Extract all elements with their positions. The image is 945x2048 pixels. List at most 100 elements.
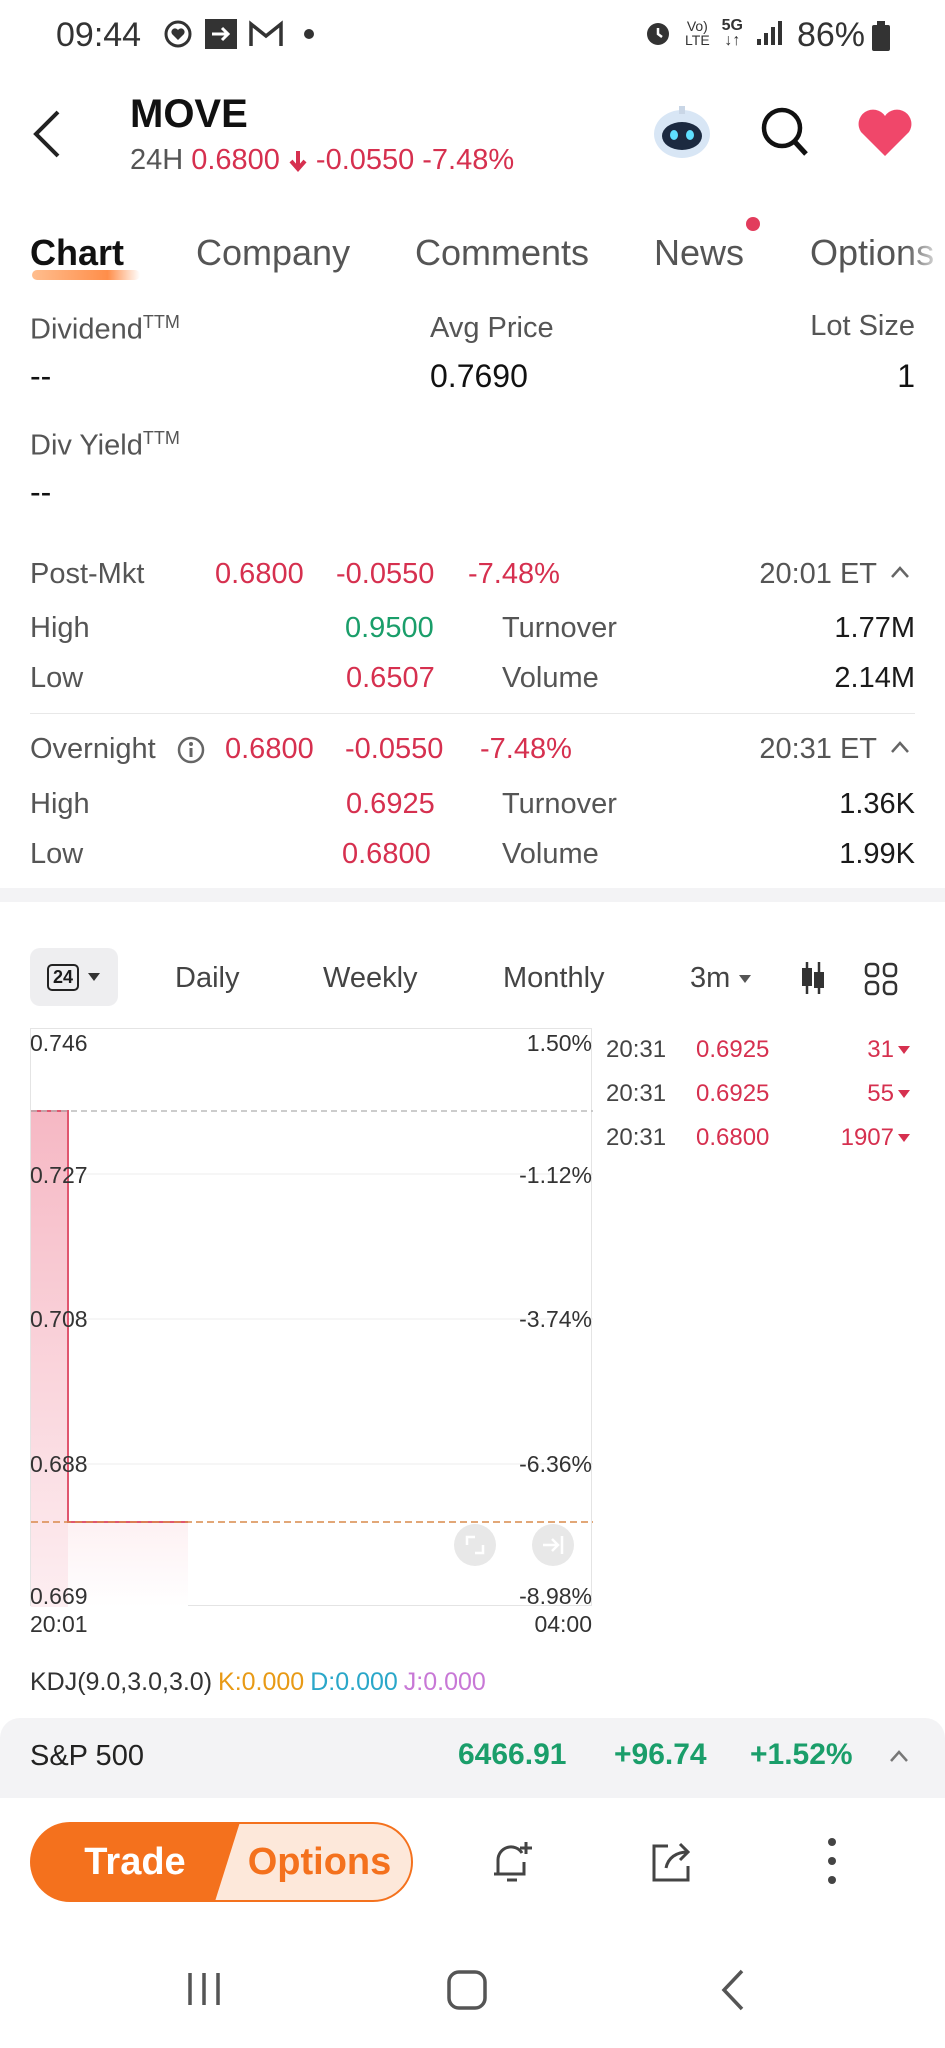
interval-selector[interactable]: 3m [690,962,752,995]
header-change: -0.0550 [315,144,415,176]
kdj-d: D:0.000 [310,1668,398,1696]
y-left-label: 0.746 [30,1030,88,1056]
overnight-volume: 1.99K [839,838,915,870]
status-right-icons: Vo) LTE 5G ↓↑ [643,17,785,49]
div-yield-label: Div YieldTTM [30,428,180,462]
post-market-volume: 2.14M [834,662,915,694]
post-market-low: 0.6507 [346,662,435,694]
session-label: 24H [130,144,184,176]
post-market-high: 0.9500 [345,612,434,644]
div-yield-value: -- [30,474,52,510]
ticker-symbol: MOVE [130,92,248,136]
price-chart[interactable] [30,1028,593,1607]
home-icon[interactable] [446,1969,488,2011]
overnight-price: 0.6800 [225,733,314,765]
jump-to-latest-icon[interactable] [532,1524,574,1566]
robot-assistant-icon[interactable] [652,104,712,160]
favorite-heart-icon[interactable] [856,108,914,158]
back-icon[interactable] [28,108,64,160]
overnight-time: 20:31 ET [759,733,877,765]
caret-down-icon [739,974,752,983]
more-options-icon[interactable] [822,1836,842,1886]
notification-dot-icon [304,29,314,39]
tick-list[interactable]: 20:31 0.6925 31 20:31 0.6925 55 20:31 0.… [606,1036,916,1168]
overnight-high: 0.6925 [346,788,435,820]
5g-icon: 5G ↓↑ [721,17,743,49]
price-area-fill [31,1111,68,1607]
lot-size-value: 1 [897,358,915,394]
session-badge: 24 [46,963,80,991]
down-arrow-icon [289,150,307,172]
share-icon[interactable] [648,1838,696,1886]
index-name: S&P 500 [30,1740,144,1772]
index-change: +96.74 [614,1738,707,1771]
y-right-label: -6.36% [519,1451,592,1477]
x-label-end: 04:00 [534,1611,592,1637]
add-alert-bell-icon[interactable] [488,1838,536,1886]
tab-comments[interactable]: Comments [415,232,590,273]
avg-price-value: 0.7690 [430,358,528,394]
chevron-up-icon [891,741,909,753]
header-change-pct: -7.48% [422,144,515,176]
chevron-up-icon[interactable] [888,1748,910,1764]
nav-back-icon[interactable] [718,1967,748,2013]
dividend-value: -- [30,358,52,394]
divider [30,713,915,714]
post-market-price: 0.6800 [215,558,304,590]
period-monthly[interactable]: Monthly [503,962,605,994]
tick-row: 20:31 0.6800 1907 [606,1124,916,1168]
tab-chart[interactable]: Chart [30,232,125,273]
period-daily[interactable]: Daily [175,962,240,994]
grid-layout-icon[interactable] [864,962,898,996]
candlestick-icon[interactable] [798,958,828,998]
overnight-label: Overnight [30,733,156,765]
kdj-k: K:0.000 [218,1668,305,1696]
avg-price-label: Avg Price [430,312,554,344]
section-separator [0,888,945,902]
y-left-label: 0.669 [30,1583,88,1609]
header-price: 0.6800 [191,144,280,176]
volte-icon: Vo) LTE [685,18,710,48]
lot-size-label: Lot Size [810,310,915,342]
y-right-label: -1.12% [519,1162,592,1188]
post-market-change: -0.0550 [336,558,435,590]
index-ticker-bar[interactable]: S&P 500 6466.91 +96.74 +1.52% [0,1718,945,1798]
dividend-label: DividendTTM [30,312,180,346]
price-chart-svg [31,1110,593,1607]
options-button[interactable]: Options [208,1822,413,1902]
gmail-icon [249,20,283,46]
news-badge-dot [746,217,760,231]
tick-row: 20:31 0.6925 55 [606,1080,916,1124]
period-weekly[interactable]: Weekly [323,962,418,994]
status-time: 09:44 [56,16,142,54]
caret-down-icon [88,973,101,981]
tick-row: 20:31 0.6925 31 [606,1036,916,1080]
kdj-indicator[interactable]: KDJ(9.0,3.0,3.0) K:0.000 D:0.000 J:0.000 [30,1668,486,1696]
sell-caret-icon [898,1090,910,1098]
overnight-change-pct: -7.48% [480,733,572,765]
price-area-fill-low [68,1522,188,1607]
y-right-label: 1.50% [526,1030,592,1056]
index-value: 6466.91 [458,1738,567,1771]
search-icon[interactable] [760,106,810,158]
y-left-label: 0.708 [30,1306,88,1332]
session-selector[interactable]: 24 [30,948,118,1006]
info-icon[interactable] [176,735,206,765]
overnight-turnover: 1.36K [839,788,915,820]
alarm-icon [647,23,670,45]
tab-news[interactable]: News [654,232,745,273]
sell-caret-icon [898,1134,910,1142]
index-change-pct: +1.52% [750,1738,853,1771]
status-icons [162,18,314,50]
tab-options[interactable]: Options [810,232,935,273]
post-market-turnover: 1.77M [834,612,915,644]
y-left-label: 0.688 [30,1451,88,1477]
post-market-label: Post-Mkt [30,558,145,590]
y-right-label: -3.74% [519,1306,592,1332]
tab-company[interactable]: Company [196,232,351,273]
chevron-up-icon [891,566,909,578]
recents-icon[interactable] [184,1969,224,2009]
post-market-change-pct: -7.48% [468,558,560,590]
expand-icon[interactable] [454,1524,496,1566]
trade-button[interactable]: Trade [30,1822,240,1902]
